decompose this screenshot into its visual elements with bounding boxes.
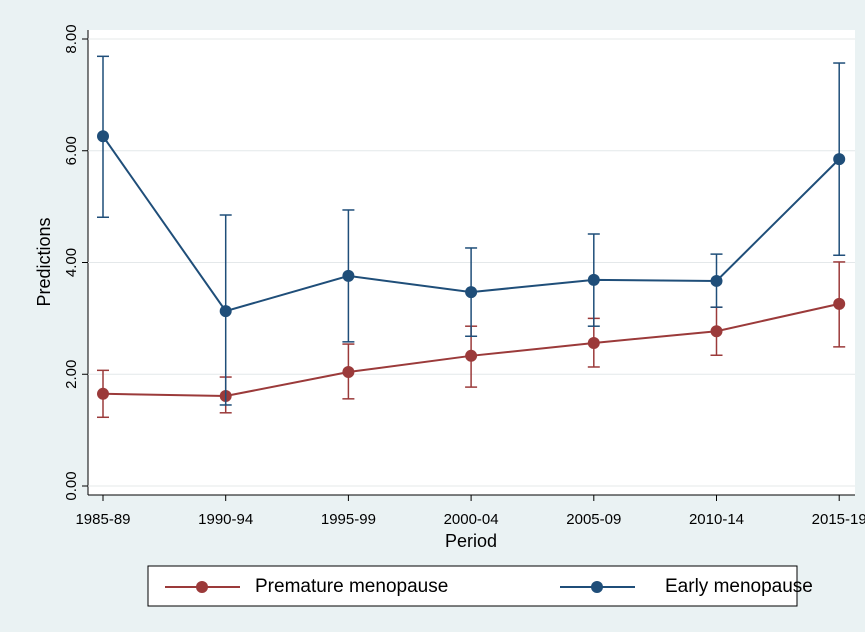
data-point bbox=[587, 273, 600, 286]
legend-label: Premature menopause bbox=[255, 576, 448, 597]
legend-marker bbox=[591, 581, 603, 593]
legend-label: Early menopause bbox=[665, 576, 813, 597]
data-point bbox=[97, 130, 109, 143]
data-point bbox=[833, 153, 846, 166]
data-point bbox=[97, 387, 109, 400]
x-tick-label: 1990-94 bbox=[198, 511, 253, 528]
data-point bbox=[342, 269, 355, 282]
x-tick-label: 1995-99 bbox=[321, 511, 376, 528]
y-axis-title: Predictions bbox=[34, 217, 54, 306]
legend-marker bbox=[196, 581, 208, 593]
x-tick-label: 1985-89 bbox=[75, 511, 130, 528]
y-tick-label: 6.00 bbox=[63, 136, 80, 165]
data-point bbox=[833, 297, 846, 310]
y-tick-label: 4.00 bbox=[63, 248, 80, 277]
data-point bbox=[219, 305, 232, 318]
x-tick-label: 2000-04 bbox=[444, 511, 499, 528]
data-point bbox=[587, 336, 600, 349]
data-point bbox=[465, 349, 478, 362]
y-tick-label: 2.00 bbox=[63, 360, 80, 389]
y-tick-label: 8.00 bbox=[63, 24, 80, 53]
x-tick-label: 2015-19 bbox=[812, 511, 865, 528]
y-tick-label: 0.00 bbox=[63, 471, 80, 500]
data-point bbox=[710, 274, 723, 287]
data-point bbox=[342, 366, 355, 379]
x-tick-label: 2005-09 bbox=[566, 511, 621, 528]
legend bbox=[147, 565, 798, 607]
x-tick-label: 2010-14 bbox=[689, 511, 744, 528]
data-point bbox=[465, 286, 478, 299]
data-point bbox=[710, 325, 723, 338]
x-axis-title: Period bbox=[445, 531, 497, 551]
